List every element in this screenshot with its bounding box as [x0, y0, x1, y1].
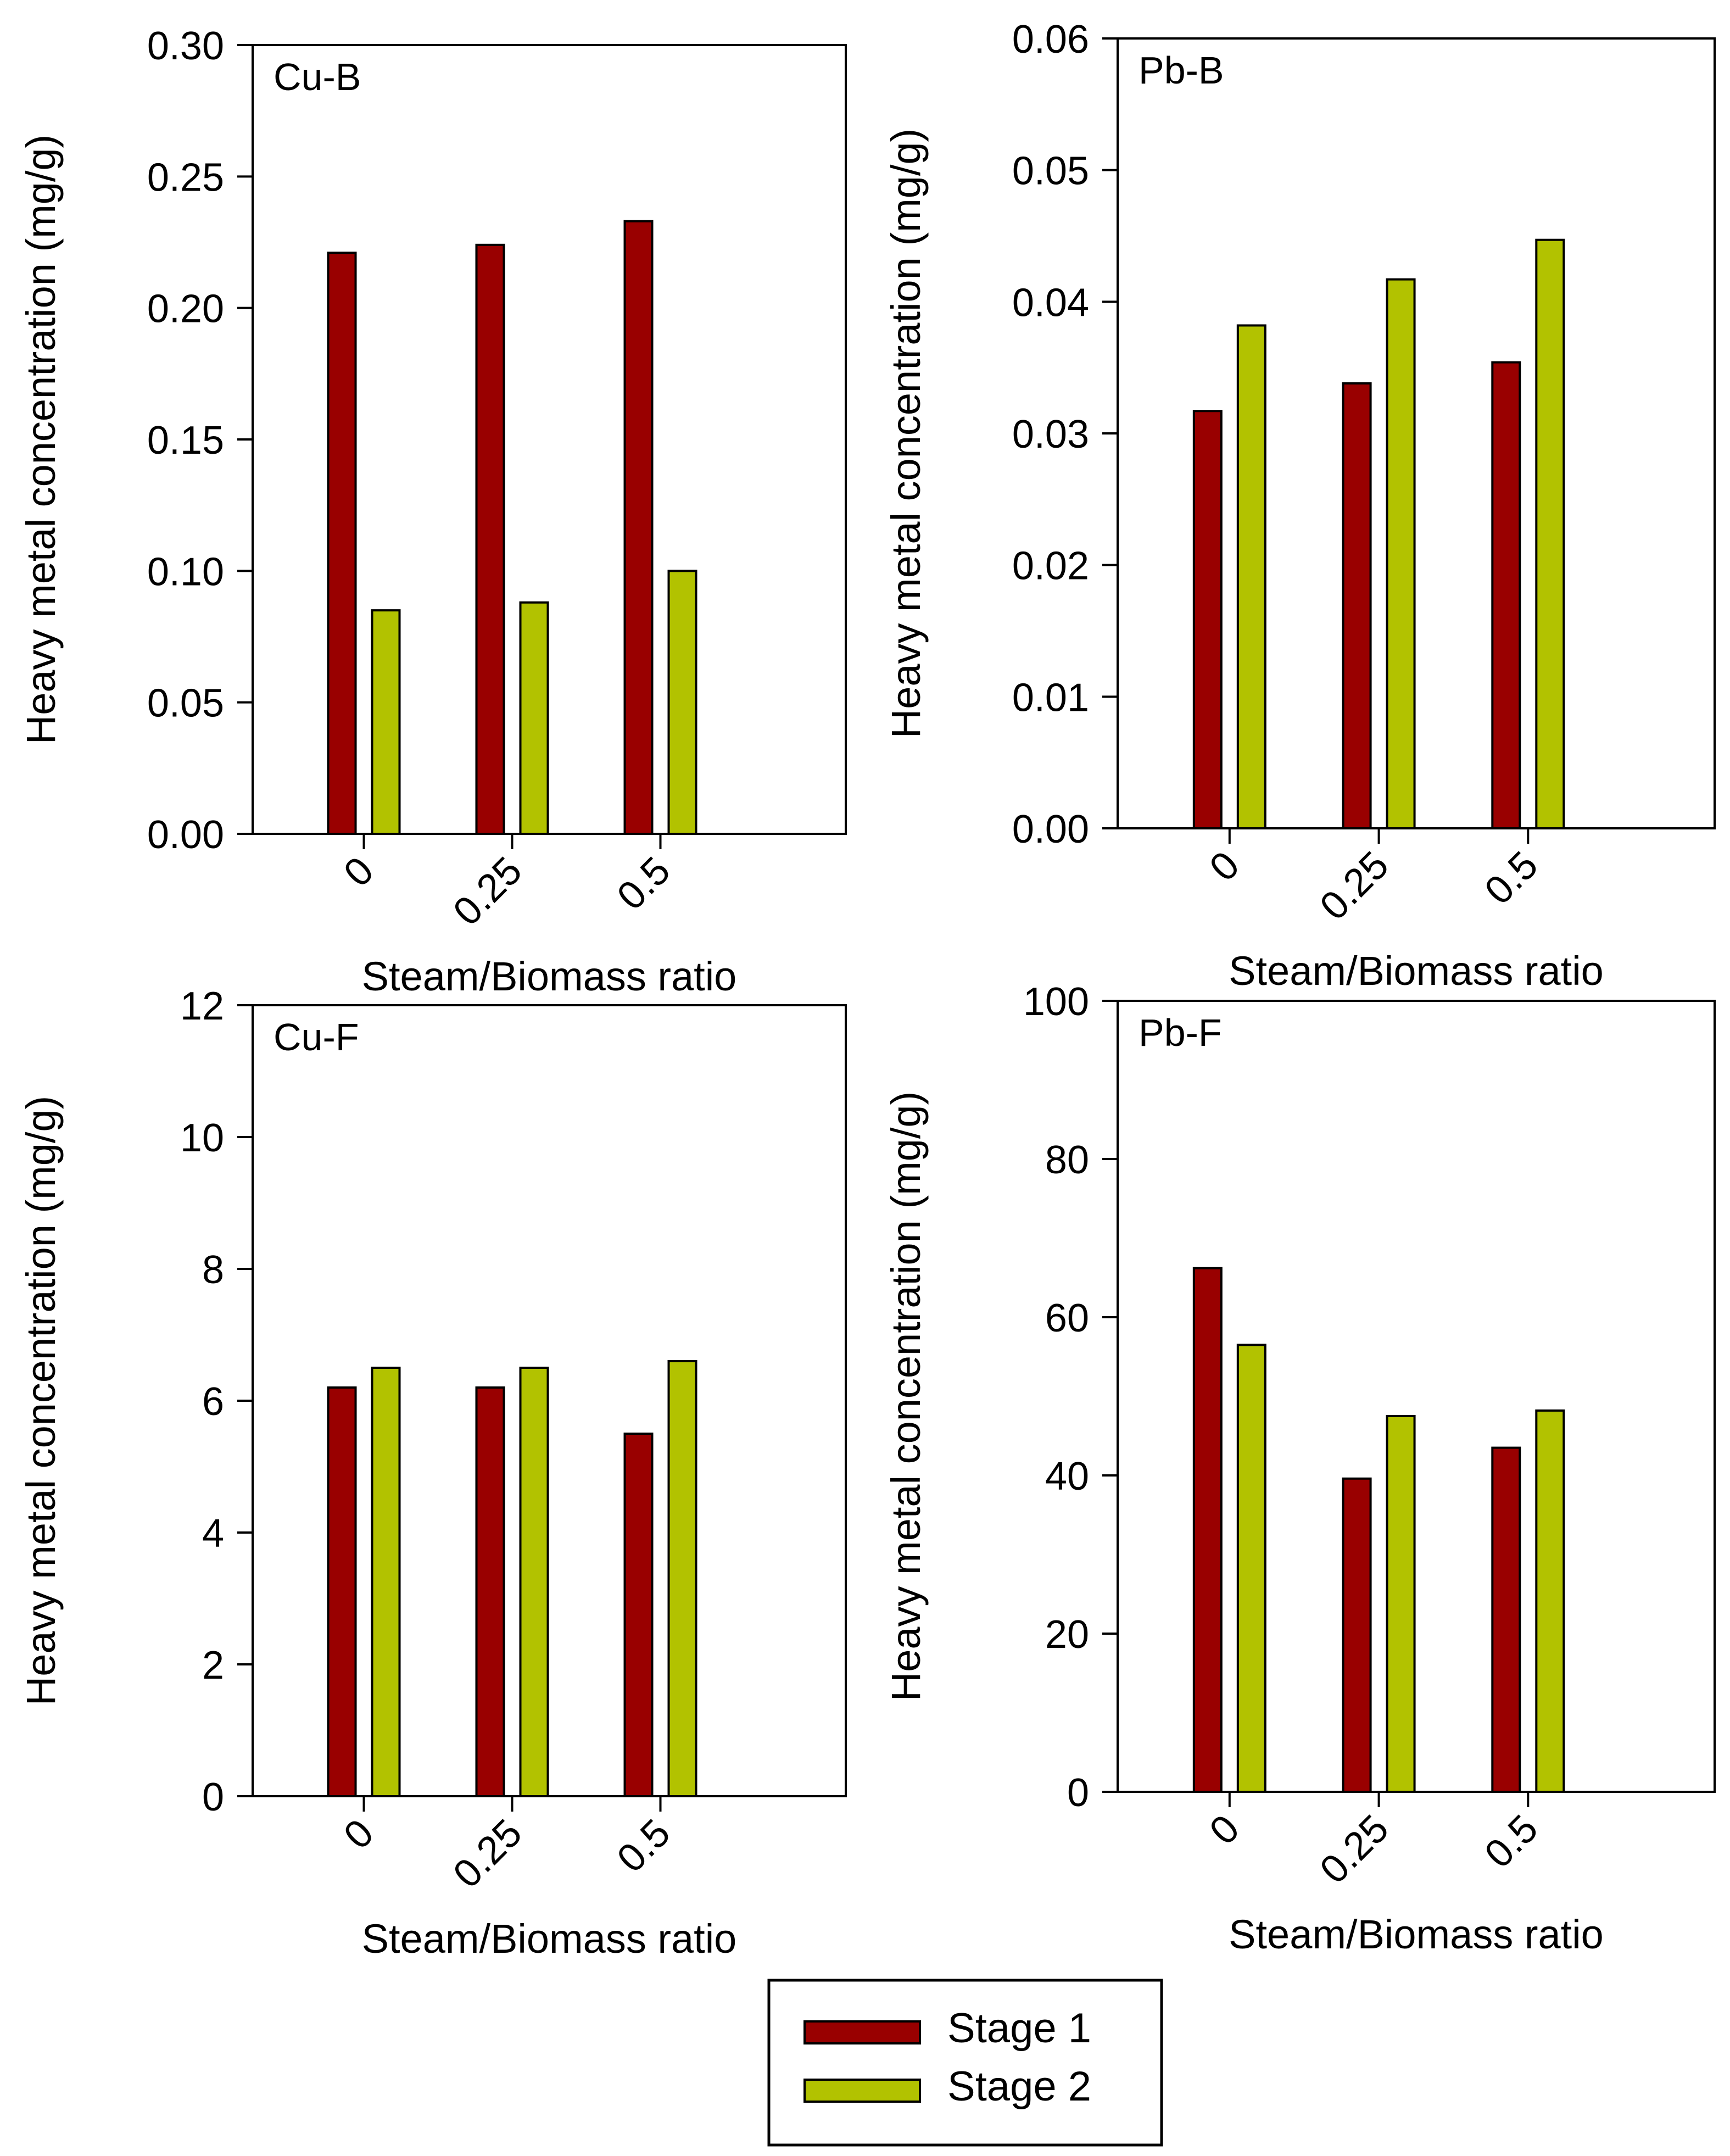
bar-stage-1-0_5 — [623, 220, 654, 835]
panel-label: Pb-F — [1139, 1011, 1222, 1054]
bar-stage-2-0 — [1236, 1344, 1266, 1793]
y-tick-label: 0.03 — [1012, 413, 1089, 456]
y-tick-label: 0.00 — [1012, 807, 1089, 851]
y-axis-title: Heavy metal concentration (mg/g) — [18, 1096, 64, 1706]
bar-stage-2-0 — [1236, 324, 1266, 829]
y-tick-label: 0.20 — [147, 287, 224, 331]
y-tick-label: 20 — [1045, 1613, 1089, 1657]
y-axis-title: Heavy metal concentration (mg/g) — [883, 1091, 929, 1701]
y-tick-label: 40 — [1045, 1455, 1089, 1498]
y-axis-title: Heavy metal concentration (mg/g) — [883, 129, 929, 738]
x-axis-title: Steam/Biomass ratio — [1229, 1912, 1604, 1957]
y-tick-label: 0.01 — [1012, 676, 1089, 720]
bar-stage-1-0_25 — [1342, 1477, 1372, 1793]
y-tick-label: 60 — [1045, 1296, 1089, 1340]
y-axis-title: Heavy metal concentration (mg/g) — [18, 135, 64, 744]
legend-box — [767, 1979, 1163, 2147]
bar-stage-1-0_5 — [623, 1433, 654, 1797]
x-axis-title: Steam/Biomass ratio — [362, 1916, 737, 1962]
chart-cu-b: 0.000.050.100.150.200.250.300 0.25 0.5Cu-B… — [18, 24, 847, 999]
y-tick-label: 2 — [202, 1644, 224, 1687]
y-tick-label: 0.02 — [1012, 544, 1089, 588]
bar-stage-2-0_25 — [1386, 1415, 1416, 1793]
bar-stage-1-0_5 — [1491, 1446, 1521, 1793]
chart-panels: 0.000.050.100.150.200.250.300 0.25 0.5Cu-B… — [18, 18, 1716, 1962]
bar-stage-2-0 — [371, 609, 401, 835]
y-tick-label: 0.10 — [147, 550, 224, 594]
y-tick-label: 12 — [180, 984, 224, 1028]
y-tick-label: 0.04 — [1012, 281, 1089, 325]
bar-stage-1-0_5 — [1491, 361, 1521, 829]
legend-label-stage-1: Stage 1 — [947, 2005, 1091, 2052]
y-tick-label: 10 — [180, 1116, 224, 1160]
bar-stage-1-0_25 — [475, 243, 505, 835]
bar-stage-2-0_5 — [667, 570, 697, 835]
y-tick-label: 0.25 — [147, 155, 224, 199]
y-tick-label: 80 — [1045, 1138, 1089, 1182]
plot-frame — [1117, 1000, 1716, 1793]
y-tick-label: 100 — [1023, 980, 1089, 1024]
bar-stage-2-0_5 — [1535, 238, 1565, 830]
bar-stage-2-0_5 — [667, 1360, 697, 1797]
y-tick-label: 6 — [202, 1380, 224, 1424]
y-tick-label: 0.15 — [147, 419, 224, 463]
y-tick-label: 0.05 — [147, 682, 224, 726]
legend-swatch-stage-1 — [803, 2020, 921, 2044]
panel-label: Cu-B — [274, 55, 361, 98]
bar-stage-2-0_25 — [519, 601, 549, 835]
x-axis-title: Steam/Biomass ratio — [362, 954, 737, 999]
y-tick-label: 0.05 — [1012, 149, 1089, 193]
legend: Stage 1 Stage 2 — [767, 1979, 1163, 2147]
bar-stage-1-0 — [1192, 1267, 1223, 1793]
bar-stage-2-0 — [371, 1367, 401, 1797]
bar-stage-2-0_25 — [519, 1367, 549, 1797]
y-tick-label: 0.00 — [147, 813, 224, 857]
bar-stage-1-0_25 — [475, 1386, 505, 1797]
legend-label-stage-2: Stage 2 — [947, 2063, 1091, 2110]
y-tick-label: 0 — [202, 1775, 224, 1819]
y-tick-label: 8 — [202, 1248, 224, 1292]
bar-stage-1-0_25 — [1342, 382, 1372, 829]
bar-stage-1-0 — [1192, 410, 1223, 829]
panel-label: Cu-F — [274, 1016, 359, 1058]
y-tick-label: 0.30 — [147, 24, 224, 68]
x-axis-title: Steam/Biomass ratio — [1229, 948, 1604, 994]
panel-label: Pb-B — [1139, 49, 1224, 92]
bar-stage-2-0_25 — [1386, 278, 1416, 829]
bar-stage-2-0_5 — [1535, 1409, 1565, 1793]
bar-stage-1-0 — [327, 1386, 357, 1797]
y-tick-label: 0 — [1067, 1771, 1089, 1815]
bar-stage-1-0 — [327, 252, 357, 835]
y-tick-label: 0.06 — [1012, 18, 1089, 62]
y-tick-label: 4 — [202, 1512, 224, 1556]
legend-swatch-stage-2 — [803, 2079, 921, 2103]
